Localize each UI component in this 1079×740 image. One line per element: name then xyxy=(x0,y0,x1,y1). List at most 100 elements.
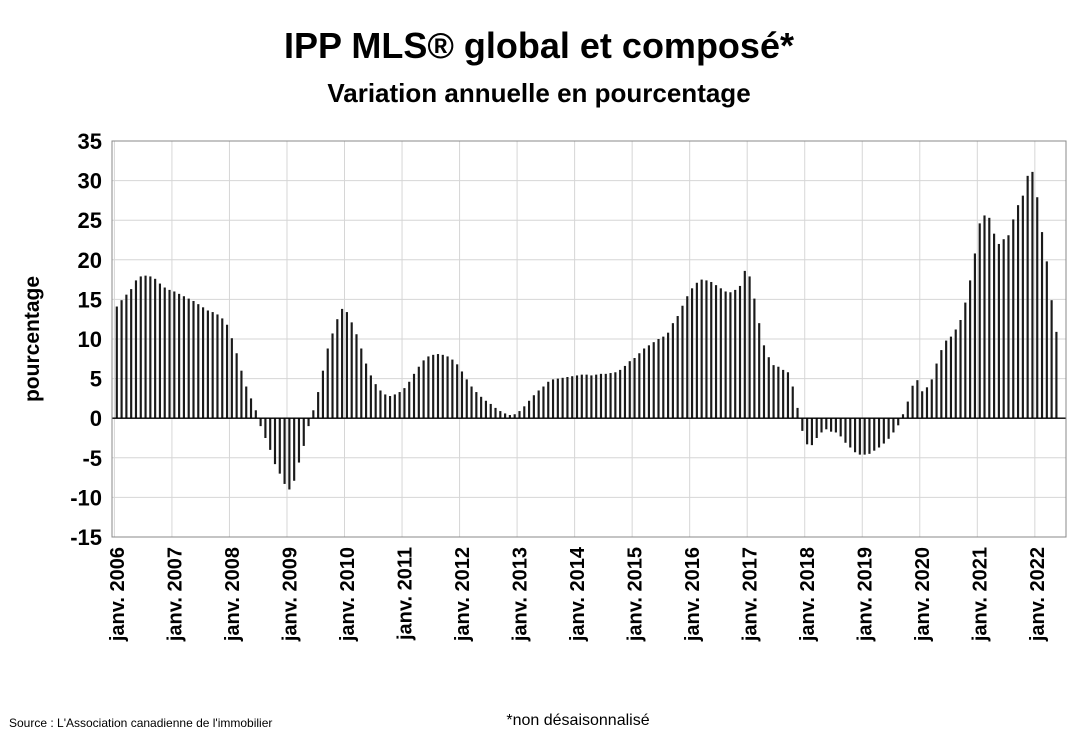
bar xyxy=(897,418,900,426)
bar xyxy=(427,356,430,419)
bar xyxy=(211,312,214,419)
bar xyxy=(403,388,406,419)
bar xyxy=(355,334,358,419)
y-tick-label: 25 xyxy=(78,208,102,233)
bar xyxy=(978,223,981,419)
bar xyxy=(830,418,833,432)
bar xyxy=(667,332,670,419)
bar xyxy=(412,373,416,419)
bar xyxy=(571,376,574,419)
bar xyxy=(297,418,301,463)
y-tick-label: 0 xyxy=(90,406,102,431)
bar xyxy=(873,418,876,451)
bar xyxy=(269,418,272,450)
x-tick-label: janv. 2012 xyxy=(452,547,474,642)
bar xyxy=(988,217,991,419)
bar xyxy=(906,401,909,419)
footnote-non-seasonally-adjusted: *non désaisonnalisé xyxy=(506,712,649,729)
bar xyxy=(619,369,622,419)
x-tick-label: janv. 2020 xyxy=(912,547,934,642)
bar xyxy=(839,418,842,437)
bar xyxy=(384,394,387,419)
y-tick-label: 35 xyxy=(78,129,102,154)
bar xyxy=(858,418,861,455)
x-tick-label: janv. 2007 xyxy=(164,547,186,642)
bar xyxy=(767,357,770,419)
bar xyxy=(1016,205,1020,419)
bar xyxy=(849,418,852,448)
bar xyxy=(393,394,396,419)
bar xyxy=(714,285,718,419)
bar xyxy=(456,364,459,419)
bar xyxy=(633,358,636,419)
bar xyxy=(959,319,962,419)
bar xyxy=(662,336,665,419)
bar xyxy=(796,407,799,419)
bar xyxy=(480,396,483,419)
bar xyxy=(777,366,780,419)
bar xyxy=(801,418,804,431)
bar xyxy=(575,375,579,419)
bar xyxy=(676,316,679,419)
bar xyxy=(283,418,286,484)
bar xyxy=(206,310,209,419)
bar xyxy=(245,386,248,419)
bar xyxy=(264,418,267,438)
bar xyxy=(537,390,540,419)
bar xyxy=(504,413,507,419)
bar xyxy=(729,292,732,419)
bar xyxy=(590,375,593,419)
bar xyxy=(254,410,257,419)
bar xyxy=(945,340,948,419)
bar xyxy=(1021,195,1024,419)
bar xyxy=(470,386,473,419)
bar xyxy=(853,418,857,453)
bar xyxy=(547,381,550,419)
bar xyxy=(681,305,684,419)
bar xyxy=(173,291,176,419)
bar xyxy=(508,415,511,419)
bar xyxy=(690,288,694,419)
bar xyxy=(225,324,229,419)
bar xyxy=(230,338,233,419)
bar xyxy=(532,395,535,419)
bar xyxy=(187,298,190,419)
bar xyxy=(710,281,713,419)
bar xyxy=(930,379,933,419)
bar xyxy=(336,319,339,419)
bar xyxy=(398,392,401,419)
bar xyxy=(964,302,967,419)
bar xyxy=(556,378,559,419)
bar xyxy=(158,283,162,419)
bar xyxy=(815,418,818,438)
bar xyxy=(925,387,929,419)
bar xyxy=(513,414,516,419)
y-tick-label: 15 xyxy=(78,287,102,312)
bar xyxy=(182,296,185,419)
bar xyxy=(643,348,646,419)
bar xyxy=(1040,232,1044,419)
x-tick-labels: janv. 2006 janv. 2007 janv. 2008 janv. 2009… xyxy=(107,546,1049,642)
gridlines xyxy=(112,140,1066,538)
bar xyxy=(695,282,698,419)
x-tick-label: janv. 2013 xyxy=(509,547,531,642)
bar xyxy=(657,339,660,419)
y-tick-labels: 35 30 25 20 15 10 5 0 -5 -10 -15 xyxy=(70,129,102,550)
bar xyxy=(686,296,689,419)
bar xyxy=(321,370,325,419)
bar xyxy=(221,318,224,419)
bar xyxy=(1012,219,1015,419)
bar xyxy=(278,418,281,474)
bar xyxy=(154,278,157,419)
bar xyxy=(604,373,607,419)
bar xyxy=(969,280,972,419)
bar xyxy=(527,400,531,419)
bar xyxy=(130,289,133,419)
bar xyxy=(772,365,775,419)
bar xyxy=(1050,300,1053,419)
bar xyxy=(911,385,914,419)
bar xyxy=(465,379,468,419)
bar xyxy=(494,407,497,419)
bar xyxy=(484,400,488,419)
bar xyxy=(810,418,813,446)
